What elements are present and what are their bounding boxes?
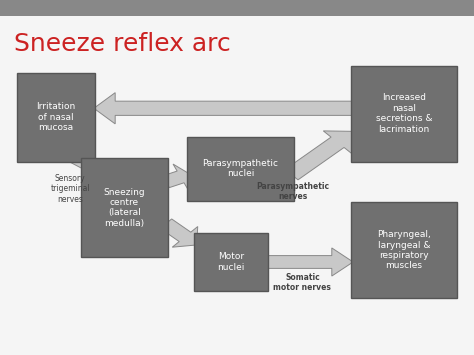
Polygon shape <box>160 219 198 247</box>
Polygon shape <box>94 93 353 124</box>
FancyBboxPatch shape <box>0 0 474 16</box>
FancyBboxPatch shape <box>187 137 294 201</box>
Text: Sneeze reflex arc: Sneeze reflex arc <box>14 32 231 56</box>
FancyBboxPatch shape <box>351 66 457 162</box>
Polygon shape <box>163 164 190 190</box>
Text: Sneezing
centre
(lateral
medulla): Sneezing centre (lateral medulla) <box>104 187 145 228</box>
Polygon shape <box>265 248 353 276</box>
FancyBboxPatch shape <box>81 158 168 257</box>
Text: Parasympathetic
nerves: Parasympathetic nerves <box>256 182 329 201</box>
Text: Sensory
trigeminal
nerves: Sensory trigeminal nerves <box>50 174 90 204</box>
Text: Motor
nuclei: Motor nuclei <box>218 252 245 272</box>
Polygon shape <box>70 152 116 182</box>
FancyBboxPatch shape <box>194 233 268 291</box>
Text: Increased
nasal
secretions &
lacrimation: Increased nasal secretions & lacrimation <box>376 93 432 134</box>
Polygon shape <box>285 131 353 180</box>
FancyBboxPatch shape <box>17 73 95 162</box>
Text: Parasympathetic
nuclei: Parasympathetic nuclei <box>202 159 279 178</box>
Text: Pharyngeal,
laryngeal &
respiratory
muscles: Pharyngeal, laryngeal & respiratory musc… <box>377 230 431 271</box>
Text: Irritation
of nasal
mucosa: Irritation of nasal mucosa <box>36 102 75 132</box>
FancyBboxPatch shape <box>351 202 457 298</box>
Text: Somatic
motor nerves: Somatic motor nerves <box>273 273 331 292</box>
